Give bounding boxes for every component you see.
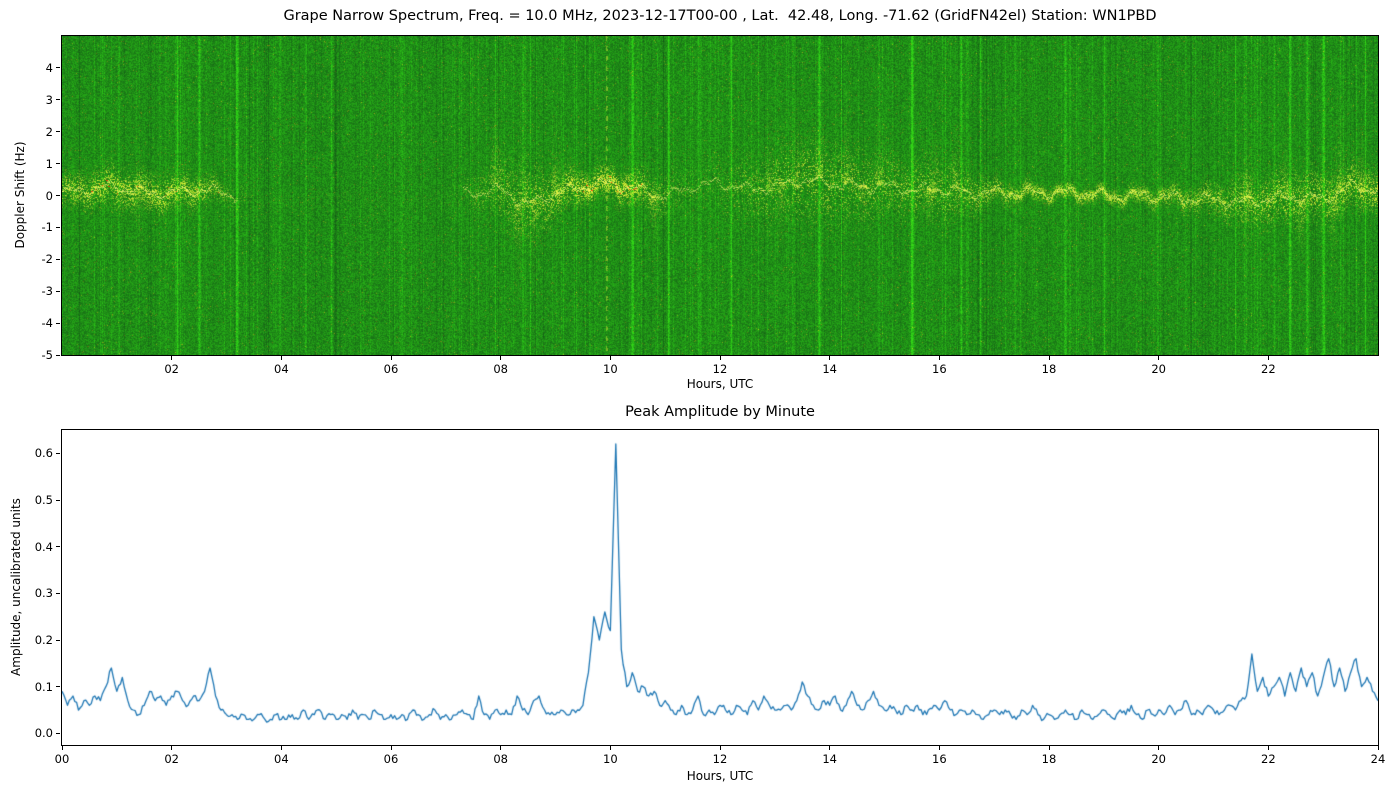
y-tick-mark xyxy=(56,499,60,501)
x-tick-label: 08 xyxy=(493,362,508,376)
x-tick-label: 22 xyxy=(1261,752,1276,766)
y-tick-label: 4 xyxy=(45,60,53,75)
y-tick-mark xyxy=(56,354,60,356)
x-tick-label: 12 xyxy=(712,752,728,766)
x-tick-label: 18 xyxy=(1041,752,1057,766)
y-tick-mark xyxy=(56,163,60,165)
x-tick-label: 06 xyxy=(383,752,399,766)
x-tick-mark xyxy=(280,746,282,750)
y-tick-label: 0 xyxy=(45,188,53,203)
x-tick-mark xyxy=(1267,746,1269,750)
x-tick-label: 12 xyxy=(712,362,728,376)
spectrum-title: Grape Narrow Spectrum, Freq. = 10.0 MHz,… xyxy=(283,8,1157,24)
amplitude-y-axis-label: Amplitude, uncalibrated units xyxy=(9,498,23,676)
y-tick-mark xyxy=(56,732,60,734)
x-tick-mark xyxy=(390,356,392,360)
y-tick-label: -4 xyxy=(41,316,53,331)
x-tick-mark xyxy=(719,746,721,750)
y-tick-label: 0.0 xyxy=(34,726,53,741)
x-tick-label: 14 xyxy=(822,362,837,376)
x-tick-mark xyxy=(1158,356,1160,360)
x-tick-mark xyxy=(500,356,502,360)
x-tick-label: 04 xyxy=(274,752,289,766)
y-tick-label: 0.3 xyxy=(34,586,53,601)
y-tick-mark xyxy=(56,452,60,454)
x-tick-mark xyxy=(609,356,611,360)
y-tick-mark xyxy=(56,686,60,688)
y-tick-label: 1 xyxy=(45,156,53,171)
x-tick-mark xyxy=(938,746,940,750)
y-tick-mark xyxy=(56,195,60,196)
y-tick-mark xyxy=(56,639,60,641)
x-tick-mark xyxy=(1158,746,1160,750)
x-tick-mark xyxy=(719,356,721,360)
amplitude-plot-area xyxy=(61,429,1379,746)
y-tick-label: 3 xyxy=(45,92,53,107)
x-tick-mark xyxy=(61,746,63,750)
spectrogram-canvas xyxy=(62,36,1378,355)
y-tick-mark xyxy=(56,592,60,594)
spectrum-x-axis-label: Hours, UTC xyxy=(686,377,754,391)
x-tick-label: 14 xyxy=(822,752,837,766)
x-tick-mark xyxy=(500,746,502,750)
y-tick-label: -2 xyxy=(41,252,53,267)
x-tick-label: 04 xyxy=(274,362,289,376)
y-tick-label: -1 xyxy=(41,220,53,235)
x-tick-label: 08 xyxy=(493,752,508,766)
x-tick-mark xyxy=(390,746,392,750)
y-tick-label: -3 xyxy=(41,284,53,299)
spectrum-y-axis-label: Doppler Shift (Hz) xyxy=(13,141,27,249)
x-tick-label: 02 xyxy=(164,362,179,376)
amplitude-title: Peak Amplitude by Minute xyxy=(625,404,815,420)
x-tick-label: 24 xyxy=(1370,752,1386,766)
y-tick-mark xyxy=(56,67,60,69)
x-tick-mark xyxy=(938,356,940,360)
y-tick-mark xyxy=(56,99,60,101)
x-tick-mark xyxy=(1048,356,1050,360)
x-tick-mark xyxy=(280,356,282,360)
y-tick-label: 0.4 xyxy=(34,539,53,554)
x-tick-label: 18 xyxy=(1041,362,1057,376)
x-tick-mark xyxy=(609,746,611,750)
x-tick-label: 20 xyxy=(1151,752,1166,766)
x-tick-mark xyxy=(1377,746,1379,750)
amplitude-canvas xyxy=(62,430,1378,745)
y-tick-mark xyxy=(56,131,60,133)
x-tick-mark xyxy=(829,356,831,360)
spectrogram-plot-area xyxy=(61,35,1379,356)
x-tick-label: 16 xyxy=(932,362,947,376)
x-tick-mark xyxy=(171,746,173,750)
y-tick-mark xyxy=(56,258,60,260)
y-tick-label: 0.1 xyxy=(34,679,53,694)
x-tick-label: 22 xyxy=(1261,362,1276,376)
y-tick-label: 0.2 xyxy=(34,633,53,647)
x-tick-mark xyxy=(1267,356,1269,360)
y-tick-mark xyxy=(56,226,60,228)
y-tick-label: 0.6 xyxy=(34,446,53,461)
x-tick-label: 10 xyxy=(603,752,618,766)
x-tick-label: 20 xyxy=(1151,362,1166,376)
x-tick-label: 02 xyxy=(164,752,179,766)
y-tick-label: 2 xyxy=(45,124,53,139)
x-tick-mark xyxy=(1048,746,1050,750)
x-tick-label: 00 xyxy=(54,752,70,766)
x-tick-mark xyxy=(171,356,173,360)
y-tick-label: 0.5 xyxy=(34,493,53,507)
amplitude-x-axis-label: Hours, UTC xyxy=(686,769,754,783)
y-tick-label: -5 xyxy=(41,348,53,362)
y-tick-mark xyxy=(56,546,60,548)
y-tick-mark xyxy=(56,322,60,324)
x-tick-mark xyxy=(829,746,831,750)
y-tick-mark xyxy=(56,290,60,292)
x-tick-label: 06 xyxy=(383,362,399,376)
x-tick-label: 10 xyxy=(603,362,618,376)
x-tick-label: 16 xyxy=(932,752,947,766)
